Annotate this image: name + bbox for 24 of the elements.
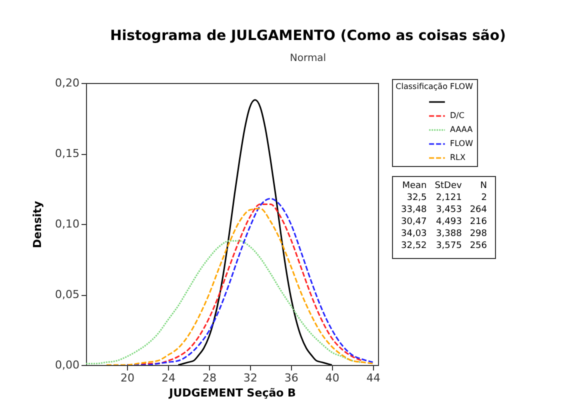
y-tick-label: 0,00: [55, 358, 80, 372]
legend-label: AAAA: [450, 125, 474, 134]
legend-label: D/C: [450, 111, 465, 120]
x-tick-label: 28: [202, 372, 216, 384]
y-tick-label: 0,10: [55, 218, 80, 230]
x-tick-label: 36: [284, 372, 298, 384]
legend-label: RLX: [450, 153, 466, 162]
line-series: [86, 240, 364, 364]
line-series: [177, 99, 333, 365]
chart-title: Histograma de JULGAMENTO (Como as coisas são): [110, 28, 506, 44]
y-tick-label: 0,20: [55, 76, 80, 90]
chart-subtitle: Normal: [290, 53, 326, 64]
x-tick-label: 40: [325, 372, 340, 384]
y-tick-label: 0,15: [55, 147, 80, 160]
x-tick-label: 44: [366, 372, 380, 384]
x-tick-label: 24: [161, 372, 176, 384]
legend-label: FLOW: [450, 139, 474, 148]
x-axis-title: JUDGEMENT Seção B: [168, 386, 296, 400]
stats-table: Mean StDev N 32,5 2,121 2 33,48 3,453 264 30,47 4,493 216 34,03 3,388 298 32,52 3,575 256: [392, 176, 496, 259]
x-tick-label: 20: [120, 372, 134, 384]
y-axis-title: Density: [31, 200, 44, 248]
x-tick-label: 32: [243, 372, 258, 384]
y-tick-label: 0,05: [55, 288, 80, 301]
legend-title: Classificação FLOW: [396, 82, 474, 91]
